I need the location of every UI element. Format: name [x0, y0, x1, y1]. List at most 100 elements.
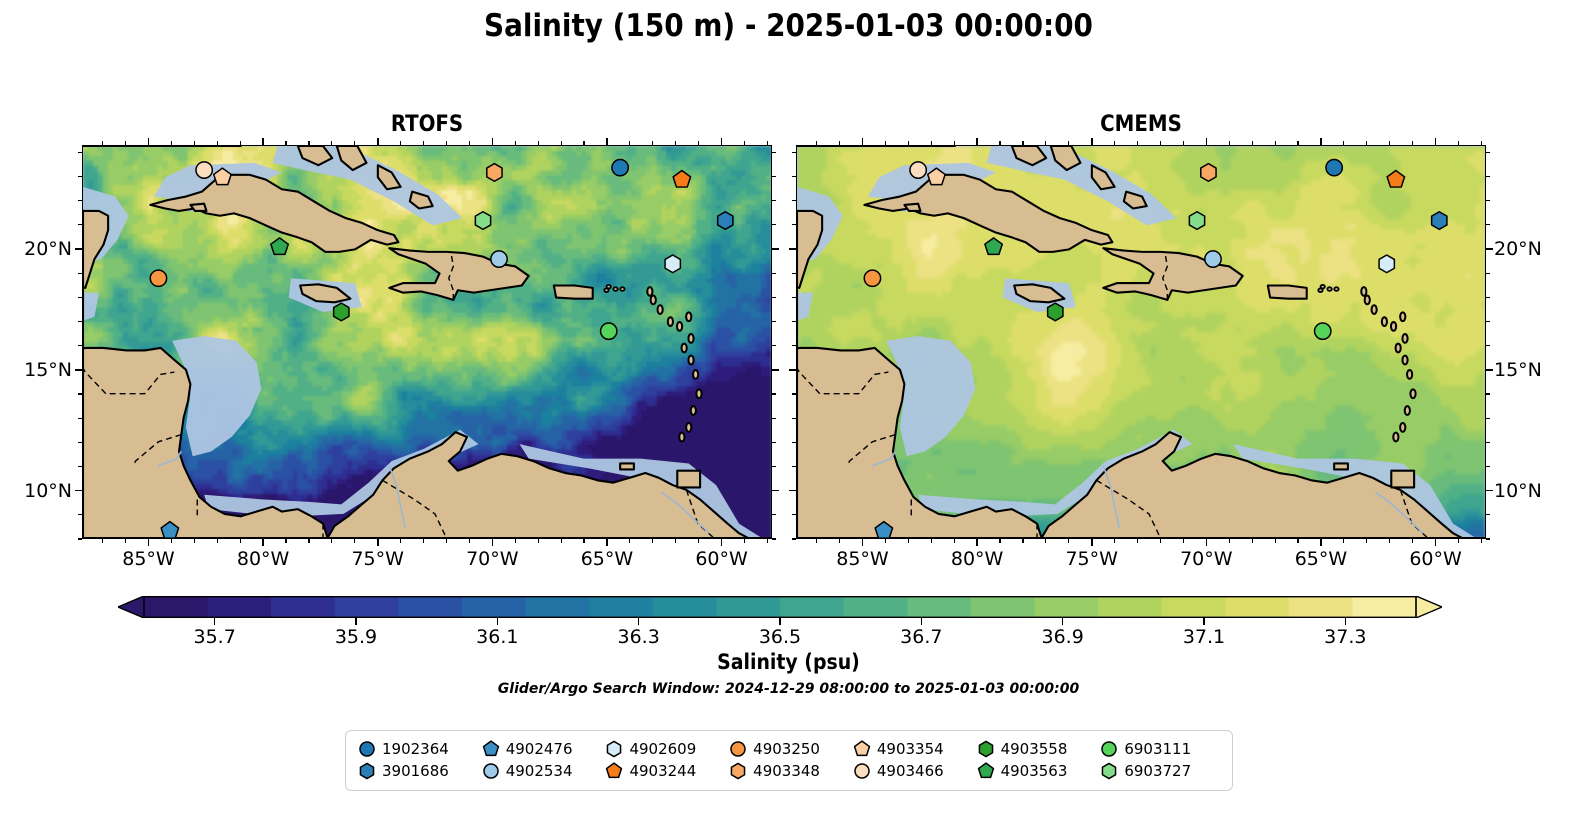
- ytick-minor-left: [78, 393, 82, 395]
- political-borders: [83, 252, 715, 538]
- float-marker-4903563[interactable]: [984, 237, 1004, 256]
- legend-item-6903111[interactable]: 6903111: [1098, 739, 1222, 759]
- legend-label: 6903727: [1124, 762, 1191, 780]
- legend-item-4902534[interactable]: 4902534: [480, 761, 604, 781]
- xtick-minor-top: [629, 141, 631, 145]
- ytick-minor-left: [792, 272, 796, 274]
- xtick-minor-top: [583, 141, 585, 145]
- colorbar-tick-label: 36.7: [900, 626, 942, 648]
- xtick-minor-top: [1022, 141, 1024, 145]
- legend-item-1902364[interactable]: 1902364: [356, 739, 480, 759]
- ytick-major-right: [772, 489, 779, 492]
- float-marker-4903244[interactable]: [1386, 169, 1406, 188]
- float-marker-4903466[interactable]: [909, 161, 928, 179]
- float-marker-4903354[interactable]: [212, 167, 232, 186]
- float-marker-6903111[interactable]: [1101, 741, 1118, 757]
- float-markers[interactable]: [149, 158, 734, 538]
- ytick-minor-right: [1486, 296, 1490, 298]
- float-marker-6903727[interactable]: [1188, 210, 1206, 231]
- xtick-minor: [1297, 539, 1299, 543]
- ytick-major-left: [789, 248, 796, 250]
- float-marker-4902534[interactable]: [1204, 250, 1222, 268]
- float-marker-4903558[interactable]: [978, 740, 993, 758]
- float-marker-4902534[interactable]: [490, 250, 508, 268]
- xtick-minor: [124, 539, 127, 543]
- xtick-minor-top: [102, 141, 104, 145]
- float-marker-3901686[interactable]: [716, 210, 734, 231]
- xtick-major-top: [147, 138, 150, 145]
- map-panel-rtofs[interactable]: [82, 145, 772, 539]
- float-marker-4902609[interactable]: [607, 740, 622, 758]
- float-marker-4903354[interactable]: [853, 740, 871, 757]
- float-marker-4902476[interactable]: [160, 520, 180, 538]
- xtick-minor: [239, 539, 241, 543]
- ytick-label-right: 20°N: [1494, 238, 1542, 260]
- float-marker-4903563[interactable]: [977, 762, 994, 779]
- legend-item-3901686[interactable]: 3901686: [356, 761, 480, 781]
- legend-item-4902609[interactable]: 4902609: [603, 739, 727, 759]
- float-marker-4903250[interactable]: [863, 269, 882, 288]
- float-marker-4902476[interactable]: [874, 520, 894, 538]
- colorbar[interactable]: [118, 596, 1442, 618]
- legend-label: 6903111: [1124, 740, 1191, 758]
- search-window-text: Glider/Argo Search Window: 2024-12-29 08…: [0, 681, 1577, 697]
- xtick-minor: [537, 539, 539, 543]
- float-marker-4902609[interactable]: [1378, 254, 1396, 274]
- xtick-minor: [1389, 539, 1391, 543]
- float-marker-4903348[interactable]: [1200, 162, 1217, 183]
- float-marker-4903348[interactable]: [486, 162, 503, 183]
- float-marker-4903244[interactable]: [672, 169, 692, 188]
- xtick-major: [376, 539, 379, 546]
- float-marker-4903348[interactable]: [730, 762, 746, 780]
- ytick-minor-right: [1486, 320, 1490, 323]
- xtick-minor: [698, 539, 700, 543]
- float-marker-4903250[interactable]: [149, 269, 168, 288]
- xtick-minor: [1412, 539, 1414, 543]
- xtick-major-top: [262, 138, 264, 145]
- salinity-field-rtofs: [83, 146, 771, 538]
- float-marker-6903727[interactable]: [1102, 762, 1117, 780]
- ytick-label-right: 10°N: [1494, 480, 1542, 502]
- float-marker-4902534[interactable]: [482, 763, 499, 779]
- xtick-label: 80°W: [237, 548, 289, 570]
- xtick-minor-top: [400, 141, 402, 145]
- ytick-minor-left: [78, 296, 82, 298]
- legend-label: 4903354: [877, 740, 944, 758]
- colorbar-tick: [637, 618, 640, 625]
- legend-item-4903244[interactable]: 4903244: [603, 761, 727, 781]
- map-panel-cmems[interactable]: [796, 145, 1486, 539]
- legend-item-4903563[interactable]: 4903563: [975, 761, 1099, 781]
- legend-item-4903348[interactable]: 4903348: [727, 761, 851, 781]
- float-marker-3901686[interactable]: [1430, 210, 1448, 231]
- xtick-label: 60°W: [695, 548, 747, 570]
- xtick-minor: [1366, 539, 1368, 543]
- legend-item-4903558[interactable]: 4903558: [975, 739, 1099, 759]
- xtick-minor: [102, 539, 104, 543]
- float-marker-4902609[interactable]: [664, 254, 682, 274]
- float-marker-6903111[interactable]: [1313, 322, 1332, 341]
- float-marker-4903250[interactable]: [730, 741, 746, 757]
- float-marker-3901686[interactable]: [359, 762, 375, 780]
- float-marker-4902476[interactable]: [482, 740, 499, 757]
- float-marker-4903563[interactable]: [270, 237, 290, 256]
- legend-item-4903354[interactable]: 4903354: [851, 739, 975, 759]
- float-marker-4903244[interactable]: [606, 762, 623, 779]
- float-marker-4903466[interactable]: [854, 763, 870, 779]
- float-markers[interactable]: [863, 158, 1448, 538]
- float-marker-4903558[interactable]: [1046, 302, 1064, 322]
- float-marker-1902364[interactable]: [1325, 158, 1344, 177]
- float-marker-6903727[interactable]: [474, 210, 492, 231]
- xtick-minor: [1159, 539, 1162, 543]
- xtick-minor: [216, 539, 218, 543]
- float-marker-4903558[interactable]: [332, 302, 350, 322]
- float-marker-1902364[interactable]: [359, 741, 375, 757]
- legend-item-4903466[interactable]: 4903466: [851, 761, 975, 781]
- xtick-minor: [1136, 539, 1139, 543]
- legend-item-6903727[interactable]: 6903727: [1098, 761, 1222, 781]
- float-marker-4903466[interactable]: [195, 161, 214, 179]
- float-marker-1902364[interactable]: [611, 158, 630, 177]
- legend-item-4902476[interactable]: 4902476: [480, 739, 604, 759]
- float-marker-4903354[interactable]: [926, 167, 946, 186]
- legend-item-4903250[interactable]: 4903250: [727, 739, 851, 759]
- float-marker-6903111[interactable]: [599, 322, 618, 341]
